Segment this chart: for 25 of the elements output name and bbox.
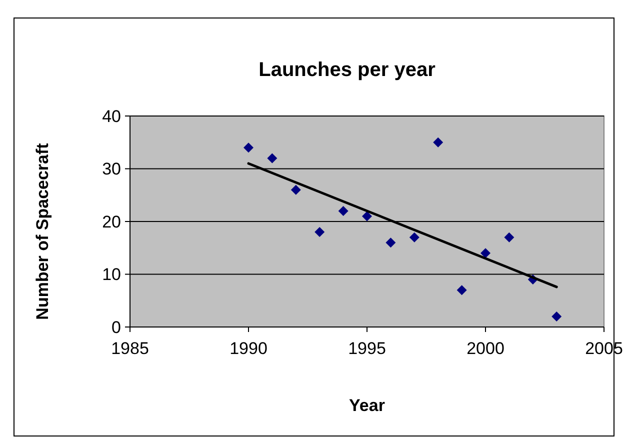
chart-title: Launches per year (258, 59, 436, 81)
point (290, 184, 301, 195)
y-tick-label: 40 (102, 106, 121, 126)
point (480, 248, 490, 258)
y-tick-label: 0 (112, 318, 121, 337)
x-axis-title: Year (349, 396, 386, 415)
point (386, 238, 396, 248)
x-tick-label: 2000 (466, 339, 504, 358)
point (244, 142, 254, 153)
point (362, 211, 372, 222)
y-tick-label: 20 (102, 212, 121, 232)
point (552, 311, 562, 322)
y-axis-title: Number of Spacecraft (33, 142, 52, 320)
point (504, 232, 514, 242)
point (314, 227, 325, 238)
point (433, 137, 444, 148)
point (267, 153, 278, 164)
x-tick-label: 1985 (111, 339, 149, 358)
point (338, 206, 348, 216)
y-tick-label: 10 (102, 265, 121, 284)
y-tick-label: 30 (102, 160, 121, 179)
x-tick-label: 1995 (348, 339, 386, 358)
x-tick-label: 1990 (230, 339, 268, 358)
point (409, 232, 420, 242)
point (456, 285, 467, 296)
